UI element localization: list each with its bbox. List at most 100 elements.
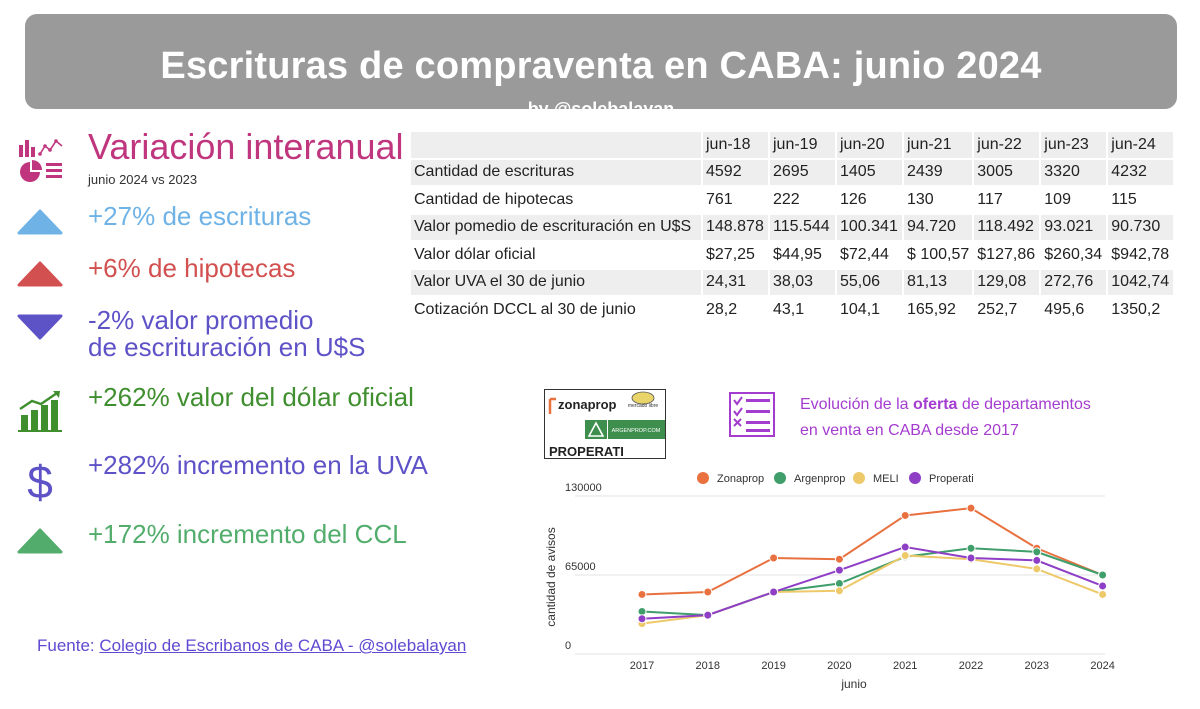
data-point bbox=[900, 551, 910, 561]
column-header: jun-23 bbox=[1041, 132, 1107, 158]
table-cell: 109 bbox=[1041, 187, 1107, 213]
data-point bbox=[900, 510, 910, 520]
data-point bbox=[769, 587, 779, 597]
table-cell: 43,1 bbox=[770, 297, 835, 323]
series-line bbox=[641, 546, 1103, 620]
analytics-icon bbox=[19, 139, 63, 182]
data-point bbox=[966, 553, 976, 563]
row-label: Cantidad de hipotecas bbox=[411, 187, 701, 213]
table-cell: 130 bbox=[904, 187, 973, 213]
data-point bbox=[900, 542, 910, 552]
row-label: Cantidad de escrituras bbox=[411, 159, 701, 185]
portal-logos: zonaprop mercado libre ARGENPROP.COM PRO… bbox=[544, 389, 666, 459]
argenprop-logo-text: ARGENPROP.COM bbox=[612, 428, 661, 434]
zonaprop-logo-text: zonaprop bbox=[558, 397, 617, 412]
stat-valor-promedio: -2% valor promedio bbox=[88, 305, 314, 335]
data-point bbox=[1098, 581, 1108, 591]
table-cell: 38,03 bbox=[770, 269, 835, 295]
data-point bbox=[1098, 589, 1108, 599]
data-point bbox=[834, 554, 844, 564]
data-point bbox=[966, 543, 976, 553]
data-point bbox=[637, 589, 647, 599]
table-cell: 115 bbox=[1108, 187, 1174, 213]
table-cell: 129,08 bbox=[974, 269, 1040, 295]
table-cell: 2439 bbox=[904, 159, 973, 185]
table-cell: 28,2 bbox=[703, 297, 768, 323]
legend-label: Argenprop bbox=[794, 473, 845, 485]
table-cell: 118.492 bbox=[974, 214, 1040, 240]
table-cell: 104,1 bbox=[837, 297, 902, 323]
data-point bbox=[834, 586, 844, 596]
table-row: Cantidad de escrituras 4592 2695 1405 2439 30… bbox=[411, 159, 1174, 185]
legend-marker bbox=[774, 472, 786, 484]
column-header: jun-20 bbox=[837, 132, 902, 158]
table-cell: 1042,74 bbox=[1108, 269, 1174, 295]
table-row: Valor dólar oficial $27,25 $44,95 $72,44 $ 1… bbox=[411, 242, 1174, 268]
table-cell: 4592 bbox=[703, 159, 768, 185]
stat-ccl: +172% incremento del CCL bbox=[88, 519, 407, 549]
table-cell: 3320 bbox=[1041, 159, 1107, 185]
triangle-up-icon bbox=[17, 528, 63, 554]
table-cell: 2695 bbox=[770, 159, 835, 185]
variation-title: Variación interanual bbox=[88, 126, 404, 167]
data-point bbox=[1032, 547, 1042, 557]
table-cell: 148.878 bbox=[703, 214, 768, 240]
x-tick-label: 2018 bbox=[696, 660, 720, 672]
offer-description: Evolución de la oferta de departamentos … bbox=[800, 392, 1091, 444]
table-cell: 24,31 bbox=[703, 269, 768, 295]
y-tick-label: 65000 bbox=[565, 561, 596, 573]
table-cell: $942,78 bbox=[1108, 242, 1174, 268]
column-header: jun-19 bbox=[770, 132, 835, 158]
column-header: jun-21 bbox=[904, 132, 973, 158]
table-row: Cantidad de hipotecas 761 222 126 130 117 109 1… bbox=[411, 187, 1174, 213]
table-cell: $44,95 bbox=[770, 242, 835, 268]
x-axis-label: junio bbox=[840, 677, 867, 691]
legend-marker bbox=[909, 472, 921, 484]
data-table: jun-18 jun-19 jun-20 jun-21 jun-22 jun-2… bbox=[409, 130, 1175, 325]
stat-dolar-oficial: +262% valor del dólar oficial bbox=[88, 382, 414, 412]
triangle-up-icon bbox=[17, 261, 63, 287]
table-row: Valor pomedio de escrituración en U$S 148… bbox=[411, 214, 1174, 240]
legend-label: MELI bbox=[873, 473, 899, 485]
table-cell: 272,76 bbox=[1041, 269, 1107, 295]
table-header-row: jun-18 jun-19 jun-20 jun-21 jun-22 jun-2… bbox=[411, 132, 1174, 158]
source-note: Fuente: Colegio de Escribanos de CABA - … bbox=[37, 636, 466, 656]
legend-label: Properati bbox=[929, 473, 974, 485]
offer-line-chart: 0 65000 130000 cantidad de avisos 2017 2018 20… bbox=[544, 472, 1115, 691]
y-tick-label: 0 bbox=[565, 640, 571, 652]
table-cell: 3005 bbox=[974, 159, 1040, 185]
svg-text:$: $ bbox=[27, 456, 53, 504]
data-point bbox=[1032, 564, 1042, 574]
byline: by @solebalayan bbox=[527, 99, 675, 119]
column-header: jun-24 bbox=[1108, 132, 1174, 158]
table-cell: $72,44 bbox=[837, 242, 902, 268]
table-row: Cotización DCCL al 30 de junio 28,2 43,1 10… bbox=[411, 297, 1174, 323]
page-title: Escrituras de compraventa en CABA: junio… bbox=[160, 45, 1042, 87]
table-cell: 1405 bbox=[837, 159, 902, 185]
mercadolibre-logo-text: mercado libre bbox=[628, 403, 659, 409]
source-link[interactable]: Colegio de Escribanos de CABA - @solebal… bbox=[99, 636, 467, 655]
table-cell: 93.021 bbox=[1041, 214, 1107, 240]
table-cell: 4232 bbox=[1108, 159, 1174, 185]
data-point bbox=[834, 565, 844, 575]
row-label: Valor dólar oficial bbox=[411, 242, 701, 268]
table-cell: 761 bbox=[703, 187, 768, 213]
data-point bbox=[769, 553, 779, 563]
table-cell: 495,6 bbox=[1041, 297, 1107, 323]
column-header: jun-22 bbox=[974, 132, 1040, 158]
table-cell: 1350,2 bbox=[1108, 297, 1174, 323]
triangle-up-icon bbox=[17, 209, 63, 235]
series-line bbox=[641, 507, 1103, 596]
table-cell: 81,13 bbox=[904, 269, 973, 295]
table-cell: $260,34 bbox=[1041, 242, 1107, 268]
table-cell: 115.544 bbox=[770, 214, 835, 240]
mercadolibre-logo-icon bbox=[631, 391, 655, 405]
portal-logos-graphic: zonaprop mercado libre ARGENPROP.COM PRO… bbox=[548, 391, 665, 459]
table-row: Valor UVA el 30 de junio 24,31 38,03 55,06 8… bbox=[411, 269, 1174, 295]
growth-chart-icon bbox=[18, 391, 62, 432]
x-tick-label: 2017 bbox=[630, 660, 654, 672]
stat-escrituras: +27% de escrituras bbox=[88, 201, 312, 231]
x-tick-label: 2023 bbox=[1025, 660, 1049, 672]
data-point bbox=[1032, 555, 1042, 565]
x-tick-label: 2019 bbox=[761, 660, 785, 672]
